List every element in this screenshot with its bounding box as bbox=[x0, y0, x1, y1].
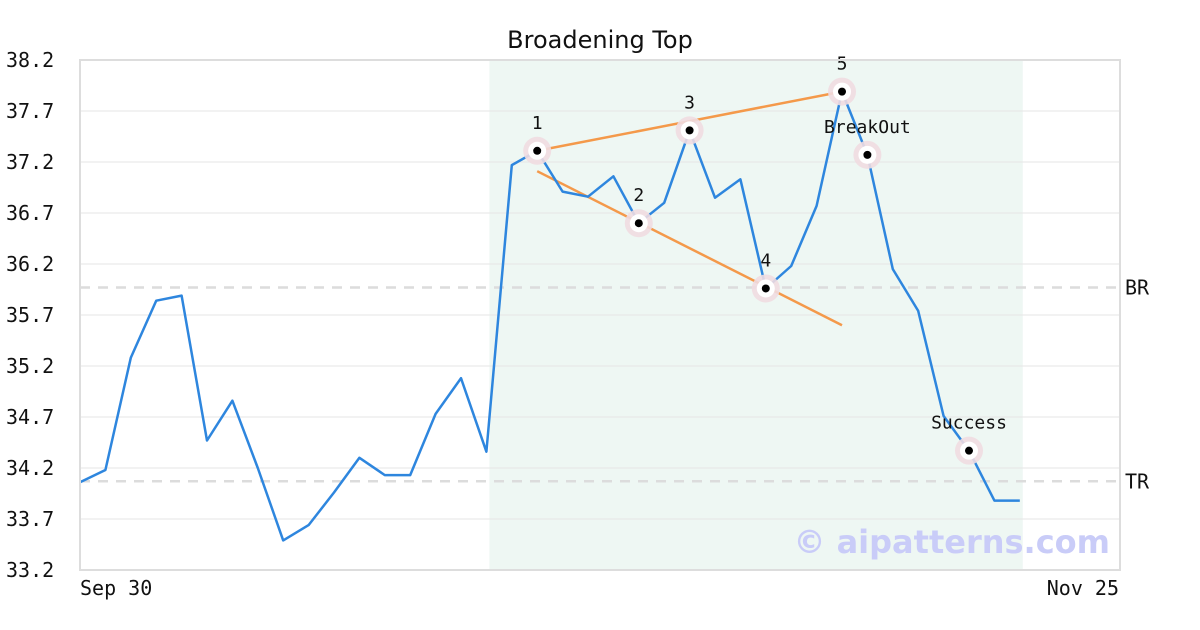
x-tick-label: Nov 25 bbox=[1047, 576, 1119, 600]
y-axis-tick-labels: 38.2 37.7 37.2 36.7 36.2 35.7 35.2 34.7 34.2 33.7… bbox=[6, 48, 54, 582]
marker-dot bbox=[634, 219, 643, 228]
y-tick-label: 33.7 bbox=[6, 507, 54, 531]
marker-label: 3 bbox=[684, 92, 695, 113]
level-label: TR bbox=[1125, 469, 1150, 493]
y-tick-label: 34.2 bbox=[6, 456, 54, 480]
marker-dot bbox=[863, 150, 872, 159]
marker-dot bbox=[685, 126, 694, 135]
marker-dot bbox=[533, 146, 542, 155]
marker-dot bbox=[761, 284, 770, 293]
y-tick-label: 37.7 bbox=[6, 99, 54, 123]
level-lines: BR TR bbox=[80, 275, 1150, 493]
level-label: BR bbox=[1125, 275, 1150, 299]
chart-title: Broadening Top bbox=[507, 26, 693, 54]
y-tick-label: 36.2 bbox=[6, 252, 54, 276]
marker-label: 1 bbox=[532, 113, 543, 134]
marker-label: 2 bbox=[633, 185, 644, 206]
pattern-markers: 1 2 3 4 5 BreakOut Success bbox=[523, 54, 1007, 465]
plot-frame bbox=[79, 59, 1121, 571]
y-tick-label: 34.7 bbox=[6, 405, 54, 429]
y-tick-label: 35.2 bbox=[6, 354, 54, 378]
x-axis-tick-labels: Sep 30 Nov 25 bbox=[80, 576, 1119, 600]
marker-label: BreakOut bbox=[824, 117, 911, 138]
marker-dot bbox=[838, 87, 846, 96]
y-tick-label: 35.7 bbox=[6, 303, 54, 327]
marker-label: 5 bbox=[837, 54, 848, 75]
y-tick-label: 36.7 bbox=[6, 201, 54, 225]
marker-dot bbox=[965, 446, 973, 455]
watermark: © aipatterns.com bbox=[793, 523, 1110, 561]
x-tick-label: Sep 30 bbox=[80, 576, 152, 600]
y-tick-label: 33.2 bbox=[6, 558, 54, 582]
marker-label: 4 bbox=[760, 250, 771, 271]
y-tick-label: 37.2 bbox=[6, 150, 54, 174]
marker-label: Success bbox=[931, 413, 1007, 434]
y-tick-label: 38.2 bbox=[6, 48, 54, 72]
